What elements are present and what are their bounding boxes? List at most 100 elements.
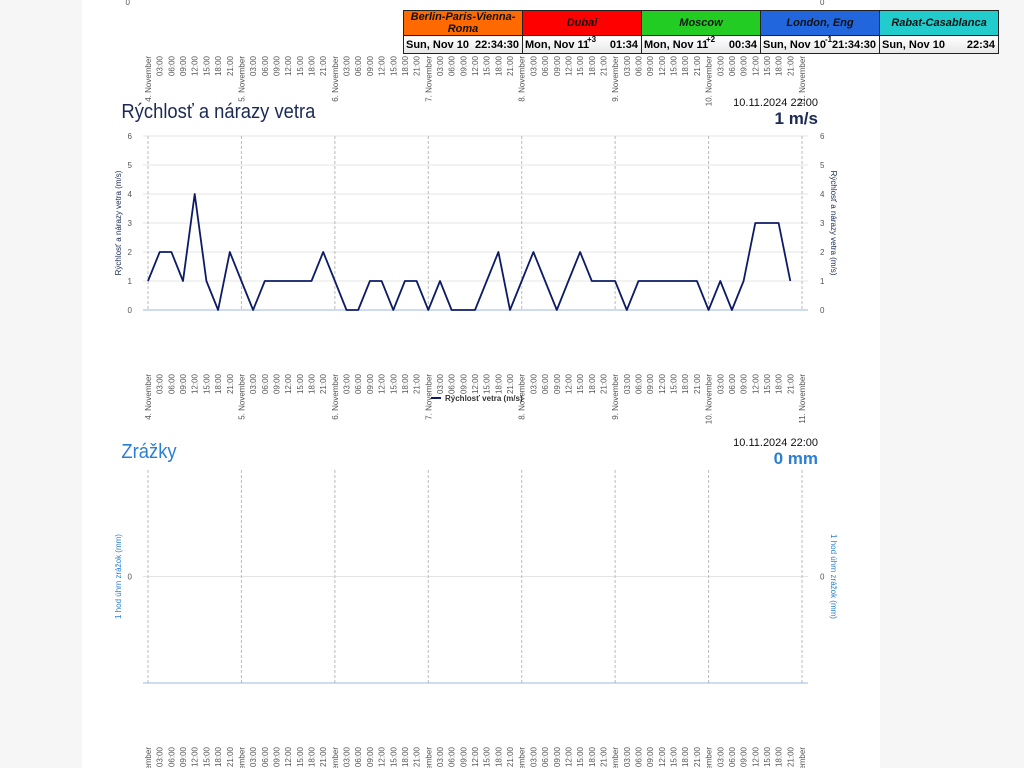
y-axis-label: Rýchlosť a nárazy vetra (m/s) — [114, 170, 123, 275]
x-tick-label: 06:00 — [261, 746, 270, 767]
x-tick-label: 21:00 — [506, 373, 515, 394]
x-tick-label: 09:00 — [740, 55, 749, 76]
x-tick-label: 4. November — [144, 56, 153, 102]
x-tick-label: 18:00 — [494, 55, 503, 76]
x-tick-label: 03:00 — [156, 55, 165, 76]
x-tick-label: 06:00 — [167, 373, 176, 394]
y-tick-label: 2 — [820, 248, 825, 257]
y-tick-label: 4 — [128, 190, 133, 199]
clock-cell: Mon, Nov 11 +3 01:34 — [522, 35, 642, 54]
x-tick-label: 18:00 — [775, 373, 784, 394]
clock-city: Berlin-Paris-Vienna-Roma — [403, 10, 523, 36]
x-tick-label: 18:00 — [681, 55, 690, 76]
y-tick-label: 5 — [128, 161, 133, 170]
x-tick-label: 09:00 — [366, 373, 375, 394]
x-tick-label: 03:00 — [436, 373, 445, 394]
x-tick-label: 15:00 — [389, 746, 398, 767]
x-tick-label: 06:00 — [261, 373, 270, 394]
x-tick-label: 09:00 — [646, 746, 655, 767]
x-tick-label: 15:00 — [202, 373, 211, 394]
x-tick-label: 21:00 — [506, 746, 515, 767]
x-tick-label: 9. November — [611, 747, 620, 768]
x-tick-label: 09:00 — [459, 746, 468, 767]
y-tick-label: 0 — [820, 0, 825, 7]
y-tick-label: 6 — [128, 132, 133, 141]
x-tick-label: 12:00 — [284, 373, 293, 394]
x-tick-label: 12:00 — [658, 746, 667, 767]
x-tick-label: 18:00 — [308, 55, 317, 76]
x-tick-label: 06:00 — [448, 55, 457, 76]
x-tick-label: 15:00 — [763, 746, 772, 767]
clock-date: Sun, Nov 10 — [763, 38, 826, 51]
x-tick-label: 21:00 — [599, 373, 608, 394]
x-tick-label: 15:00 — [389, 55, 398, 76]
x-tick-label: 09:00 — [272, 55, 281, 76]
x-tick-label: 15:00 — [670, 746, 679, 767]
x-tick-label: 18:00 — [308, 373, 317, 394]
x-tick-label: 06:00 — [167, 55, 176, 76]
y-tick-label: 0 — [128, 306, 133, 315]
x-tick-label: 12:00 — [378, 746, 387, 767]
clock-time: 01:34 — [609, 39, 638, 51]
x-tick-label: 21:00 — [319, 373, 328, 394]
clock-date: Sun, Nov 10 — [406, 38, 469, 51]
x-tick-label: 4. November — [144, 374, 153, 420]
x-tick-label: 6. November — [331, 374, 340, 420]
x-tick-label: 18:00 — [214, 373, 223, 394]
x-tick-label: 03:00 — [623, 373, 632, 394]
x-tick-label: 21:00 — [693, 746, 702, 767]
clock-time: 21:34:30 — [831, 39, 876, 51]
x-tick-label: 18:00 — [681, 373, 690, 394]
x-tick-label: 21:00 — [413, 373, 422, 394]
x-tick-label: 09:00 — [366, 746, 375, 767]
x-tick-label: 12:00 — [751, 55, 760, 76]
x-tick-label: 03:00 — [529, 373, 538, 394]
x-tick-label: 06:00 — [354, 373, 363, 394]
clock-cell: Mon, Nov 11 +2 00:34 — [641, 35, 761, 54]
y-axis-label: 1 hod úhrn zrážok (mm) — [114, 534, 123, 619]
world-clocks: Berlin-Paris-Vienna-Roma Dubai Moscow Londo… — [403, 10, 999, 54]
x-tick-label: 12:00 — [378, 373, 387, 394]
x-tick-label: 11. November — [798, 374, 807, 424]
x-tick-label: 15:00 — [763, 55, 772, 76]
x-tick-label: 09:00 — [740, 373, 749, 394]
x-tick-label: 21:00 — [226, 373, 235, 394]
x-tick-label: 03:00 — [436, 746, 445, 767]
x-tick-label: 6. November — [331, 747, 340, 768]
x-tick-label: 06:00 — [635, 373, 644, 394]
x-tick-label: 09:00 — [740, 746, 749, 767]
x-tick-label: 12:00 — [284, 746, 293, 767]
x-tick-label: 21:00 — [786, 55, 795, 76]
x-tick-label: 21:00 — [319, 746, 328, 767]
x-tick-label: 15:00 — [576, 55, 585, 76]
x-tick-label: 09:00 — [646, 55, 655, 76]
x-tick-label: 4. November — [144, 747, 153, 768]
x-tick-label: 03:00 — [623, 746, 632, 767]
y-tick-label: 5 — [820, 161, 825, 170]
y-tick-label: 3 — [128, 219, 133, 228]
clock-cell: Sun, Nov 10 -1 21:34:30 — [760, 35, 880, 54]
x-tick-label: 12:00 — [191, 746, 200, 767]
clock-cell: Sun, Nov 10 22:34 — [879, 35, 999, 54]
timestamp: 10.11.2024 22:00 — [733, 437, 818, 449]
x-tick-label: 06:00 — [448, 746, 457, 767]
x-tick-label: 06:00 — [635, 746, 644, 767]
x-tick-label: 18:00 — [308, 746, 317, 767]
x-tick-label: 7. November — [424, 56, 433, 102]
clock-city: London, Eng — [760, 10, 880, 36]
y-axis-label: Rýchlosť a nárazy vetra (m/s) — [829, 171, 838, 276]
chart-title: Zrážky — [121, 441, 177, 463]
x-tick-label: 09:00 — [272, 373, 281, 394]
x-tick-label: 18:00 — [401, 746, 410, 767]
x-tick-label: 12:00 — [471, 373, 480, 394]
x-tick-label: 06:00 — [635, 55, 644, 76]
x-tick-label: 6. November — [331, 56, 340, 102]
y-tick-label: 0 — [126, 0, 131, 7]
x-tick-label: 12:00 — [471, 746, 480, 767]
x-tick-label: 15:00 — [483, 373, 492, 394]
x-tick-label: 03:00 — [716, 746, 725, 767]
x-tick-label: 12:00 — [191, 55, 200, 76]
y-axis-label: 1 hod úhrn zrážok (mm) — [829, 534, 838, 619]
x-tick-label: 03:00 — [156, 746, 165, 767]
